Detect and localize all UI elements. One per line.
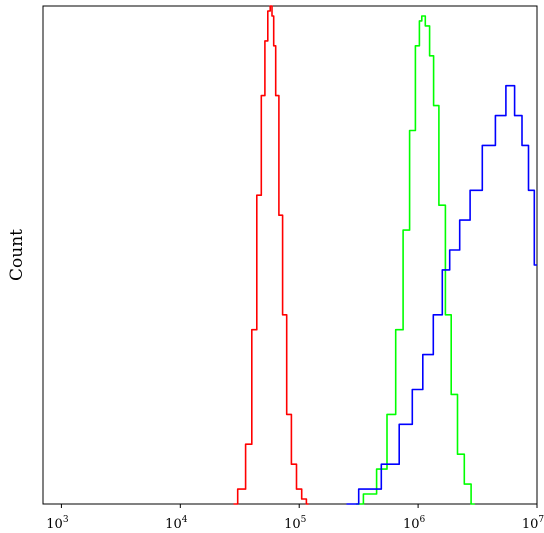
- series-line-3: [346, 84, 537, 505]
- series-group: [233, 5, 537, 505]
- x-tick-label: 103: [46, 515, 69, 532]
- y-axis-label: Count: [7, 229, 27, 281]
- series-line-2: [355, 15, 475, 505]
- x-tick-label: 105: [284, 515, 307, 532]
- x-axis: 103 104 105 106 107: [46, 504, 544, 532]
- series-line-1: [233, 5, 309, 505]
- x-tick-label: 104: [165, 515, 188, 532]
- x-tick-label: 107: [522, 515, 544, 532]
- plot-area-frame: [42, 5, 538, 505]
- x-tick-label: 106: [403, 515, 426, 532]
